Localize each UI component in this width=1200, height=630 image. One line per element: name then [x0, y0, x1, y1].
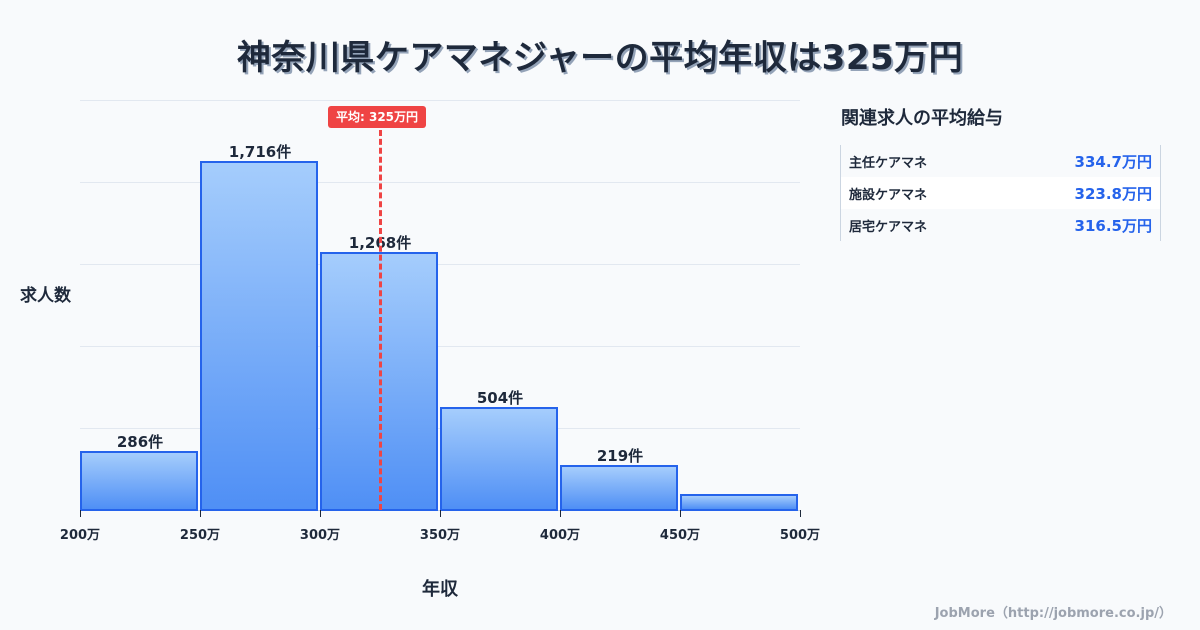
x-tick [680, 510, 681, 517]
x-tick [560, 510, 561, 517]
x-tick [440, 510, 441, 517]
bar-350-400 [440, 407, 558, 511]
related-salary-row: 主任ケアマネ 334.7万円 [841, 145, 1160, 177]
job-salary: 334.7万円 [1074, 152, 1152, 171]
gridline [80, 264, 800, 265]
gridline [80, 346, 800, 347]
x-tick-label: 500万 [779, 528, 821, 543]
bar-450-500 [680, 494, 798, 511]
job-name: 施設ケアマネ [849, 187, 928, 203]
job-salary: 316.5万円 [1074, 216, 1152, 235]
job-name: 居宅ケアマネ [849, 219, 928, 235]
x-tick [80, 510, 81, 517]
x-tick-label: 300万 [299, 528, 341, 543]
related-salary-table: 主任ケアマネ 334.7万円 施設ケアマネ 323.8万円 居宅ケアマネ 316… [840, 145, 1161, 241]
x-tick [800, 510, 801, 517]
average-badge: 平均: 325万円 [328, 106, 427, 128]
job-salary: 323.8万円 [1074, 184, 1152, 203]
source-credit: JobMore（http://jobmore.co.jp/） [934, 606, 1172, 621]
related-salary-title: 関連求人の平均給与 [841, 108, 1003, 129]
bar-400-450 [560, 465, 678, 511]
x-tick-label: 400万 [539, 528, 581, 543]
bar-value-label: 504件 [476, 389, 524, 407]
x-tick-label: 200万 [59, 528, 101, 543]
job-name: 主任ケアマネ [849, 155, 928, 171]
x-tick-label: 350万 [419, 528, 461, 543]
bar-value-label: 1,716件 [228, 143, 292, 161]
x-tick-label: 450万 [659, 528, 701, 543]
bar-value-label: 286件 [116, 433, 164, 451]
average-line [379, 130, 382, 510]
bar-value-label: 219件 [596, 447, 644, 465]
gridline [80, 182, 800, 183]
bar-200-250 [80, 451, 198, 511]
related-salary-row: 居宅ケアマネ 316.5万円 [841, 209, 1160, 241]
x-tick [200, 510, 201, 517]
page-title: 神奈川県ケアマネジャーの平均年収は325万円 [236, 38, 964, 78]
histogram-chart: 286件 1,716件 1,268件 504件 219件 平均: 325万円 2… [20, 100, 821, 600]
bar-250-300 [200, 161, 318, 511]
related-salary-row: 施設ケアマネ 323.8万円 [841, 177, 1160, 209]
x-tick [320, 510, 321, 517]
gridline [80, 100, 800, 101]
y-axis-label: 求人数 [20, 286, 71, 306]
x-tick-label: 250万 [179, 528, 221, 543]
x-axis-label: 年収 [422, 579, 458, 600]
